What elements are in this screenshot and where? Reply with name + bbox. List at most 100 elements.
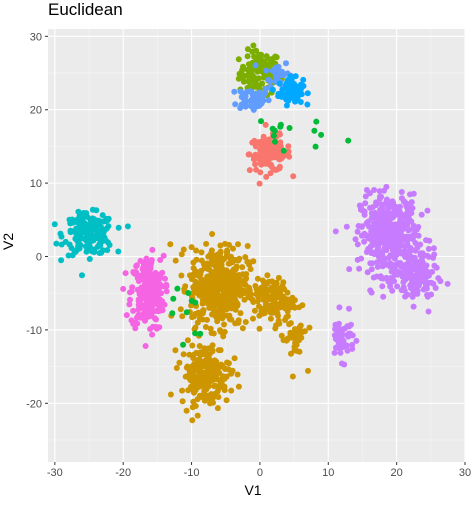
data-point xyxy=(140,270,147,277)
data-point xyxy=(409,293,416,300)
data-point xyxy=(275,312,281,319)
data-point xyxy=(147,326,154,332)
data-point xyxy=(191,313,197,320)
data-point xyxy=(250,258,257,265)
data-point xyxy=(211,382,218,389)
data-point xyxy=(222,240,228,247)
data-point xyxy=(124,223,131,230)
data-point xyxy=(420,264,427,271)
data-point xyxy=(89,234,96,241)
data-point xyxy=(236,255,243,262)
data-point xyxy=(66,216,73,223)
data-point xyxy=(195,272,202,279)
data-point xyxy=(234,301,241,307)
data-point xyxy=(157,281,163,288)
data-point xyxy=(191,389,197,396)
data-point xyxy=(207,277,214,284)
data-point xyxy=(51,221,58,228)
data-point xyxy=(285,97,292,104)
data-point xyxy=(192,324,199,331)
data-point xyxy=(127,296,133,303)
data-point xyxy=(432,285,439,291)
data-point xyxy=(368,266,375,273)
data-point xyxy=(198,360,205,367)
data-point xyxy=(134,275,141,282)
data-point xyxy=(230,245,236,252)
data-point xyxy=(367,260,374,267)
data-point xyxy=(235,241,241,248)
data-point xyxy=(233,263,240,270)
data-point xyxy=(80,210,87,216)
data-point xyxy=(193,256,200,263)
data-point xyxy=(292,339,299,346)
data-point xyxy=(224,287,231,293)
data-point xyxy=(246,287,253,294)
data-point xyxy=(79,216,86,223)
data-point xyxy=(283,60,289,67)
data-point xyxy=(433,264,440,271)
data-point xyxy=(211,357,218,364)
data-point xyxy=(180,341,187,348)
x-tick-label: 10 xyxy=(322,467,334,479)
data-point xyxy=(228,370,235,377)
data-point xyxy=(238,291,245,298)
data-point xyxy=(374,245,381,252)
data-point xyxy=(429,268,436,275)
data-point xyxy=(193,247,200,254)
data-point xyxy=(370,274,377,281)
data-point xyxy=(216,296,223,303)
data-point xyxy=(346,305,352,312)
data-point xyxy=(356,265,363,272)
data-point xyxy=(93,207,100,214)
data-point xyxy=(197,330,204,337)
data-point xyxy=(368,210,375,217)
data-point xyxy=(265,76,272,83)
data-point xyxy=(248,96,255,103)
data-point xyxy=(387,232,394,239)
data-point xyxy=(259,277,266,284)
data-point xyxy=(255,75,262,82)
data-point xyxy=(176,359,183,366)
data-point xyxy=(94,243,101,250)
data-point xyxy=(259,80,266,87)
data-point xyxy=(418,211,425,218)
data-point xyxy=(71,248,78,255)
data-point xyxy=(184,363,191,370)
data-point xyxy=(221,387,228,394)
data-point xyxy=(208,286,215,293)
data-point xyxy=(304,90,311,97)
data-point xyxy=(277,139,284,146)
data-point xyxy=(373,202,379,209)
data-points xyxy=(51,42,451,424)
data-point xyxy=(424,207,431,214)
data-point xyxy=(297,99,304,105)
data-point xyxy=(200,285,207,292)
data-point xyxy=(115,224,122,231)
data-point xyxy=(190,398,197,405)
data-point xyxy=(244,46,251,53)
data-point xyxy=(183,407,190,414)
data-point xyxy=(208,330,215,336)
data-point xyxy=(201,387,208,394)
data-point xyxy=(152,274,159,281)
data-point xyxy=(190,290,196,297)
data-point xyxy=(179,313,186,320)
data-point xyxy=(179,387,186,394)
data-point xyxy=(389,287,396,294)
x-tick-label: 0 xyxy=(257,467,263,479)
data-point xyxy=(180,246,187,253)
data-point xyxy=(400,279,407,286)
data-point xyxy=(280,147,287,154)
data-point xyxy=(254,298,261,305)
data-point xyxy=(237,310,244,317)
data-point xyxy=(428,291,435,298)
data-point xyxy=(238,101,245,108)
data-point xyxy=(212,366,219,373)
data-point xyxy=(403,202,410,209)
data-point xyxy=(242,254,249,261)
data-point xyxy=(296,348,303,355)
data-point xyxy=(368,289,375,296)
data-point xyxy=(199,300,206,307)
data-point xyxy=(286,125,293,131)
data-point xyxy=(221,321,227,328)
